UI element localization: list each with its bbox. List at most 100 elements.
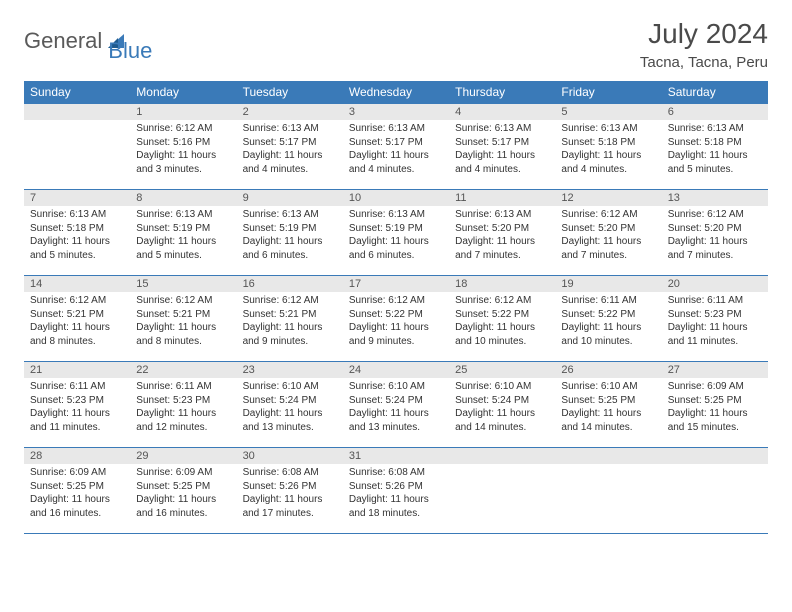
- sunrise-text: Sunrise: 6:13 AM: [455, 122, 549, 136]
- daylight-text: Daylight: 11 hours and 8 minutes.: [136, 321, 230, 348]
- day-cell: 9Sunrise: 6:13 AMSunset: 5:19 PMDaylight…: [237, 190, 343, 276]
- daylight-text: Daylight: 11 hours and 6 minutes.: [243, 235, 337, 262]
- day-number: 30: [237, 448, 343, 464]
- day-header: Saturday: [662, 81, 768, 104]
- daylight-text: Daylight: 11 hours and 18 minutes.: [349, 493, 443, 520]
- day-number: 10: [343, 190, 449, 206]
- day-number-empty: [662, 448, 768, 464]
- day-cell: 13Sunrise: 6:12 AMSunset: 5:20 PMDayligh…: [662, 190, 768, 276]
- day-data: Sunrise: 6:13 AMSunset: 5:18 PMDaylight:…: [662, 120, 768, 178]
- day-cell: 19Sunrise: 6:11 AMSunset: 5:22 PMDayligh…: [555, 276, 661, 362]
- daylight-text: Daylight: 11 hours and 11 minutes.: [668, 321, 762, 348]
- day-header: Tuesday: [237, 81, 343, 104]
- day-cell: 27 Sunrise: 6:09 AMSunset: 5:25 PMDayligh…: [662, 362, 768, 448]
- day-cell: 18Sunrise: 6:12 AMSunset: 5:22 PMDayligh…: [449, 276, 555, 362]
- day-data: Sunrise: 6:13 AMSunset: 5:19 PMDaylight:…: [130, 206, 236, 264]
- sunset-text: Sunset: 5:25 PM: [668, 394, 762, 408]
- day-number: 3: [343, 104, 449, 120]
- day-cell: 24Sunrise: 6:10 AMSunset: 5:24 PMDayligh…: [343, 362, 449, 448]
- sunset-text: Sunset: 5:17 PM: [243, 136, 337, 150]
- daylight-text: Daylight: 11 hours and 13 minutes.: [243, 407, 337, 434]
- day-data: Sunrise: 6:11 AMSunset: 5:23 PMDaylight:…: [24, 378, 130, 436]
- day-data: Sunrise: 6:11 AMSunset: 5:23 PMDaylight:…: [662, 292, 768, 350]
- day-number: 27: [662, 362, 768, 378]
- day-data: Sunrise: 6:10 AMSunset: 5:24 PMDaylight:…: [449, 378, 555, 436]
- day-data: Sunrise: 6:12 AMSunset: 5:22 PMDaylight:…: [343, 292, 449, 350]
- daylight-text: Daylight: 11 hours and 16 minutes.: [30, 493, 124, 520]
- title-block: July 2024 Tacna, Tacna, Peru: [640, 18, 768, 71]
- sunrise-text: Sunrise: 6:11 AM: [30, 380, 124, 394]
- sunset-text: Sunset: 5:20 PM: [561, 222, 655, 236]
- sunrise-text: Sunrise: 6:10 AM: [455, 380, 549, 394]
- daylight-text: Daylight: 11 hours and 6 minutes.: [349, 235, 443, 262]
- sunrise-text: Sunrise: 6:13 AM: [668, 122, 762, 136]
- day-data: Sunrise: 6:13 AMSunset: 5:19 PMDaylight:…: [237, 206, 343, 264]
- day-cell: 26Sunrise: 6:10 AMSunset: 5:25 PMDayligh…: [555, 362, 661, 448]
- sunset-text: Sunset: 5:21 PM: [243, 308, 337, 322]
- sunset-text: Sunset: 5:23 PM: [136, 394, 230, 408]
- day-data: Sunrise: 6:13 AMSunset: 5:17 PMDaylight:…: [449, 120, 555, 178]
- day-number: 15: [130, 276, 236, 292]
- sunset-text: Sunset: 5:21 PM: [136, 308, 230, 322]
- day-cell: 4Sunrise: 6:13 AMSunset: 5:17 PMDaylight…: [449, 104, 555, 190]
- sunset-text: Sunset: 5:16 PM: [136, 136, 230, 150]
- sunrise-text: Sunrise: 6:08 AM: [349, 466, 443, 480]
- day-number: 23: [237, 362, 343, 378]
- sunrise-text: Sunrise: 6:13 AM: [349, 122, 443, 136]
- daylight-text: Daylight: 11 hours and 5 minutes.: [668, 149, 762, 176]
- logo: General Blue: [24, 18, 152, 64]
- week-row: 28Sunrise: 6:09 AMSunset: 5:25 PMDayligh…: [24, 448, 768, 534]
- daylight-text: Daylight: 11 hours and 4 minutes.: [561, 149, 655, 176]
- day-cell: 12Sunrise: 6:12 AMSunset: 5:20 PMDayligh…: [555, 190, 661, 276]
- sunset-text: Sunset: 5:18 PM: [668, 136, 762, 150]
- day-cell: 5Sunrise: 6:13 AMSunset: 5:18 PMDaylight…: [555, 104, 661, 190]
- daylight-text: Daylight: 11 hours and 15 minutes.: [668, 407, 762, 434]
- day-cell: 11Sunrise: 6:13 AMSunset: 5:20 PMDayligh…: [449, 190, 555, 276]
- daylight-text: Daylight: 11 hours and 7 minutes.: [455, 235, 549, 262]
- sunrise-text: Sunrise: 6:13 AM: [243, 122, 337, 136]
- logo-text-blue: Blue: [108, 38, 152, 64]
- sunset-text: Sunset: 5:25 PM: [30, 480, 124, 494]
- day-cell: 31Sunrise: 6:08 AMSunset: 5:26 PMDayligh…: [343, 448, 449, 534]
- daylight-text: Daylight: 11 hours and 4 minutes.: [243, 149, 337, 176]
- week-row: 14Sunrise: 6:12 AMSunset: 5:21 PMDayligh…: [24, 276, 768, 362]
- day-cell: 25Sunrise: 6:10 AMSunset: 5:24 PMDayligh…: [449, 362, 555, 448]
- sunrise-text: Sunrise: 6:10 AM: [349, 380, 443, 394]
- sunset-text: Sunset: 5:22 PM: [455, 308, 549, 322]
- daylight-text: Daylight: 11 hours and 13 minutes.: [349, 407, 443, 434]
- sunrise-text: Sunrise: 6:09 AM: [668, 380, 762, 394]
- day-number: 21: [24, 362, 130, 378]
- day-cell: 23Sunrise: 6:10 AMSunset: 5:24 PMDayligh…: [237, 362, 343, 448]
- logo-text-general: General: [24, 28, 102, 54]
- day-number: 7: [24, 190, 130, 206]
- sunrise-text: Sunrise: 6:08 AM: [243, 466, 337, 480]
- day-number: 12: [555, 190, 661, 206]
- day-number-empty: [24, 104, 130, 120]
- day-number: 25: [449, 362, 555, 378]
- day-cell: [555, 448, 661, 534]
- day-cell: 16Sunrise: 6:12 AMSunset: 5:21 PMDayligh…: [237, 276, 343, 362]
- sunrise-text: Sunrise: 6:12 AM: [349, 294, 443, 308]
- day-cell: 10Sunrise: 6:13 AMSunset: 5:19 PMDayligh…: [343, 190, 449, 276]
- day-data: Sunrise: 6:10 AMSunset: 5:24 PMDaylight:…: [237, 378, 343, 436]
- day-number: 2: [237, 104, 343, 120]
- day-number: 26: [555, 362, 661, 378]
- day-number: 28: [24, 448, 130, 464]
- sunrise-text: Sunrise: 6:13 AM: [455, 208, 549, 222]
- sunrise-text: Sunrise: 6:12 AM: [136, 294, 230, 308]
- day-data: Sunrise: 6:13 AMSunset: 5:18 PMDaylight:…: [555, 120, 661, 178]
- day-number: 17: [343, 276, 449, 292]
- day-header: Wednesday: [343, 81, 449, 104]
- day-data: Sunrise: 6:09 AMSunset: 5:25 PMDaylight:…: [130, 464, 236, 522]
- sunrise-text: Sunrise: 6:11 AM: [561, 294, 655, 308]
- day-number: 16: [237, 276, 343, 292]
- daylight-text: Daylight: 11 hours and 14 minutes.: [455, 407, 549, 434]
- day-header: Thursday: [449, 81, 555, 104]
- week-row: 1Sunrise: 6:12 AMSunset: 5:16 PMDaylight…: [24, 104, 768, 190]
- sunset-text: Sunset: 5:23 PM: [668, 308, 762, 322]
- sunset-text: Sunset: 5:19 PM: [243, 222, 337, 236]
- sunrise-text: Sunrise: 6:11 AM: [668, 294, 762, 308]
- day-header: Monday: [130, 81, 236, 104]
- daylight-text: Daylight: 11 hours and 9 minutes.: [243, 321, 337, 348]
- day-number: 6: [662, 104, 768, 120]
